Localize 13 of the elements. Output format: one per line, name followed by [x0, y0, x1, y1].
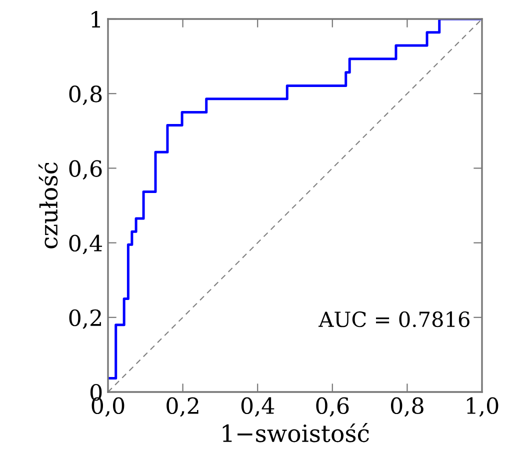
annotation: AUC = 0.7816 — [318, 311, 470, 328]
x-tick-label: 1,0 — [467, 397, 498, 417]
y-tick-label: 1 — [92, 10, 100, 28]
y-tick-label: 0,8 — [69, 86, 102, 106]
x-axis-title: 1−swoistość — [222, 422, 369, 442]
y-tick-label: 0,4 — [69, 234, 102, 254]
x-tick-label: 0,6 — [316, 397, 349, 417]
x-tick-label: 0,8 — [390, 397, 424, 417]
y-tick-label: 0,6 — [69, 160, 102, 180]
x-tick-label: 0,4 — [241, 397, 274, 417]
y-axis-title: czułość — [38, 162, 58, 248]
x-tick-label: 0,2 — [166, 397, 198, 417]
y-tick-label: 0,2 — [69, 309, 101, 329]
